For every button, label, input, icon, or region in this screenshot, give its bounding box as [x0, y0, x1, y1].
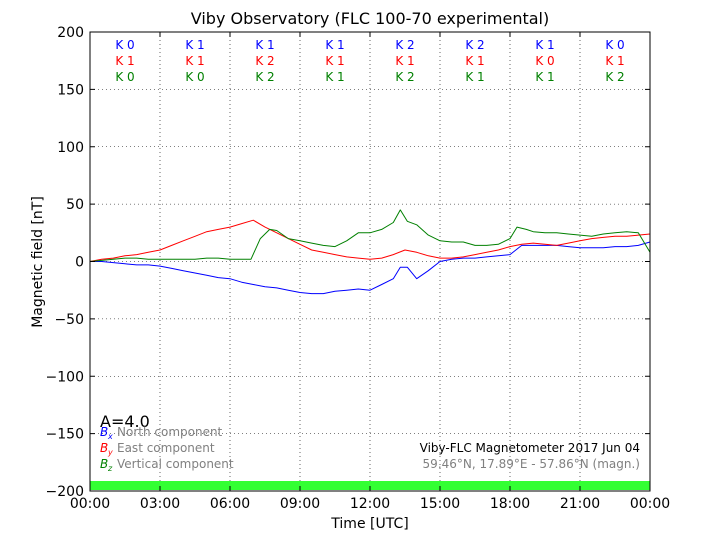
y-tick-label: 200	[57, 25, 84, 41]
y-axis-label: Magnetic field [nT]	[30, 196, 46, 328]
grid-lines	[90, 32, 650, 491]
y-tick-label: −50	[54, 312, 84, 328]
x-tick-label: 06:00	[210, 496, 250, 512]
y-tick-label: −100	[46, 369, 84, 385]
k-index-east: K 1	[395, 54, 414, 68]
x-tick-label: 21:00	[560, 496, 600, 512]
k-index-vertical: K 2	[395, 70, 414, 84]
legend-label: Vertical component	[117, 457, 234, 471]
k-index-east: K 1	[465, 54, 484, 68]
y-tick-label: 0	[75, 255, 84, 271]
legend-symbol: B	[100, 441, 108, 455]
k-index-east: K 1	[185, 54, 204, 68]
annotation-main: Viby-FLC Magnetometer 2017 Jun 04	[420, 441, 640, 455]
k-index-labels: K 0 K 1 K 1 K 1 K 2 K 2 K 1 K 0 K 1 K 1 K 2 K 1 K 1 K…	[115, 38, 624, 84]
k-index-north: K 1	[185, 38, 204, 52]
k-index-vertical: K 0	[185, 70, 204, 84]
k-index-vertical: K 2	[255, 70, 274, 84]
k-index-vertical: K 1	[535, 70, 554, 84]
x-tick-label: 09:00	[280, 496, 320, 512]
series-vertical-line	[89, 209, 651, 262]
x-tick-label: 12:00	[350, 496, 390, 512]
k-index-vertical: K 1	[325, 70, 344, 84]
legend-subscript: x	[107, 432, 113, 441]
k-index-north: K 1	[255, 38, 274, 52]
a-index-label: A=4.0	[100, 412, 150, 431]
x-tick-label: 00:00	[630, 496, 670, 512]
x-tick-label: 18:00	[490, 496, 530, 512]
annotation-sub: 59.46°N, 17.89°E - 57.86°N (magn.)	[423, 457, 640, 471]
k-index-north: K 0	[115, 38, 134, 52]
k-index-east: K 1	[115, 54, 134, 68]
k-index-east: K 1	[325, 54, 344, 68]
k-index-east: K 1	[605, 54, 624, 68]
k-index-north: K 2	[395, 38, 414, 52]
series-group	[89, 209, 651, 295]
k-index-north: K 1	[325, 38, 344, 52]
x-tick-label: 15:00	[420, 496, 460, 512]
legend-label: East component	[117, 441, 215, 455]
x-tick-label: 00:00	[70, 496, 110, 512]
k-index-vertical: K 1	[465, 70, 484, 84]
k-index-east: K 0	[535, 54, 554, 68]
k-index-north: K 0	[605, 38, 624, 52]
x-tick-label: 03:00	[140, 496, 180, 512]
legend-symbol: B	[100, 457, 108, 471]
y-tick-label: −150	[46, 427, 84, 443]
k-index-north: K 2	[465, 38, 484, 52]
k-index-vertical: K 2	[605, 70, 624, 84]
series-east-line	[89, 219, 651, 262]
axis-ticks: 00:00 03:00 06:00 09:00 12:00 15:00 18:00 21:00…	[46, 25, 671, 512]
quality-band	[90, 481, 650, 490]
y-tick-label: −200	[46, 484, 84, 500]
y-tick-label: 50	[66, 197, 84, 213]
legend-symbol: B	[100, 425, 108, 439]
k-index-vertical: K 0	[115, 70, 134, 84]
legend-subscript: z	[107, 464, 113, 473]
legend-subscript: y	[107, 448, 113, 457]
y-tick-label: 100	[57, 140, 84, 156]
k-index-east: K 2	[255, 54, 274, 68]
x-axis-label: Time [UTC]	[330, 516, 408, 532]
legend-label: North component	[117, 425, 223, 439]
chart-title: Viby Observatory (FLC 100-70 experimenta…	[191, 9, 550, 28]
y-tick-label: 150	[57, 82, 84, 98]
k-index-north: K 1	[535, 38, 554, 52]
